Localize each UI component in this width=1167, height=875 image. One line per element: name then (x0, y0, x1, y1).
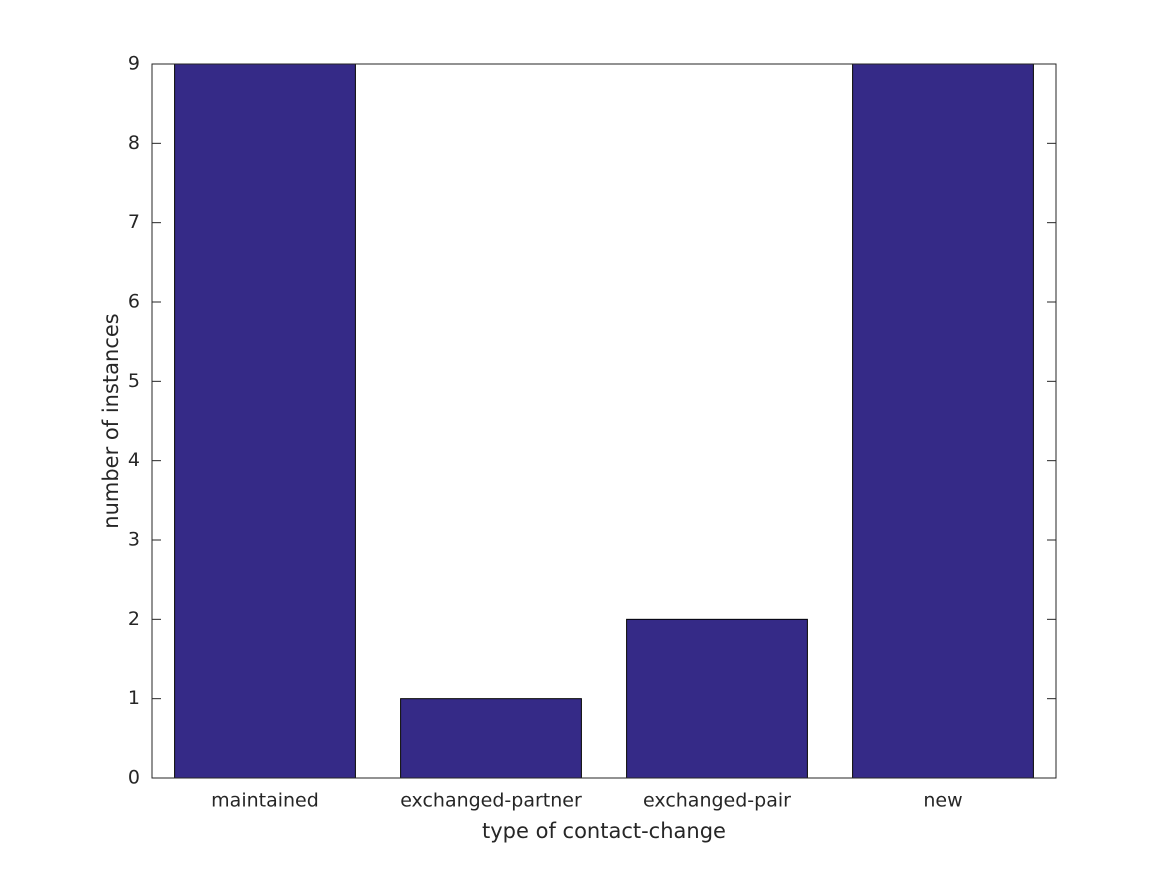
x-axis-label: type of contact-change (482, 819, 726, 843)
y-tick-label: 2 (128, 608, 140, 630)
bar (174, 63, 356, 779)
x-tick-label: maintained (211, 790, 319, 812)
y-tick-label: 1 (128, 687, 140, 709)
bar (400, 698, 582, 779)
axes-box (151, 63, 1057, 779)
y-axis-label: number of instances (99, 313, 123, 528)
x-tick-label: exchanged-pair (643, 790, 791, 812)
y-tick-label: 3 (128, 529, 140, 551)
x-tick-label: exchanged-partner (400, 790, 582, 812)
y-tick-label: 5 (128, 370, 140, 392)
bar (626, 618, 808, 779)
y-tick-label: 0 (128, 767, 140, 789)
y-tick-label: 9 (128, 53, 140, 75)
y-tick-label: 7 (128, 211, 140, 233)
x-tick-label: new (923, 790, 962, 812)
y-tick-label: 6 (128, 291, 140, 313)
y-tick-label: 8 (128, 132, 140, 154)
y-tick-label: 4 (128, 449, 140, 471)
bar (852, 63, 1034, 779)
